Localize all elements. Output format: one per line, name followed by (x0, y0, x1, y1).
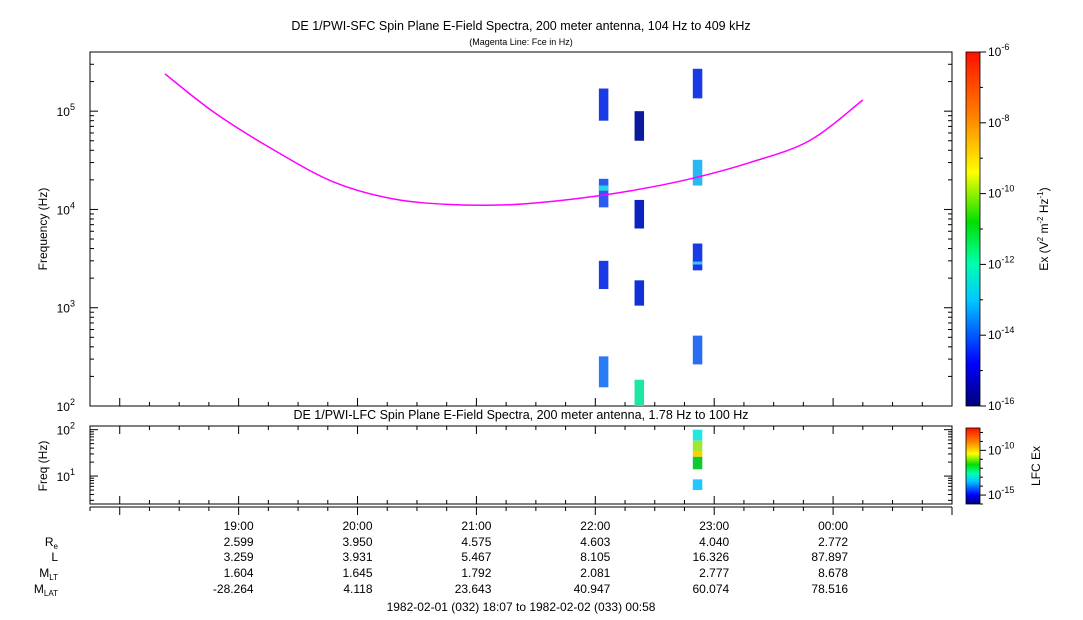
ephemeris-value: 2.081 (580, 566, 610, 580)
ephemeris-value: 2.599 (224, 535, 254, 549)
lfc-title: DE 1/PWI-LFC Spin Plane E-Field Spectra,… (293, 408, 748, 422)
spectra-cell (692, 479, 703, 491)
ephemeris-value: 78.516 (811, 582, 848, 596)
ephemeris-row-label: MLT (39, 566, 58, 582)
colorbar-tick-label: 10-10 (988, 184, 1014, 201)
time-range-label: 1982-02-01 (032) 18:07 to 1982-02-02 (03… (387, 600, 656, 614)
lfc-plot-frame (89, 425, 953, 505)
spectra-cell (692, 159, 703, 186)
colorbar-tick-label: 10-10 (988, 440, 1014, 457)
y-tick-label: 104 (57, 200, 75, 217)
spectra-cell (634, 379, 645, 406)
ephemeris-value: 40.947 (574, 582, 611, 596)
colorbar-tick-label: 10-8 (988, 113, 1009, 130)
spectra-cell (634, 111, 645, 141)
ephemeris-value: 2.772 (818, 535, 848, 549)
spectra-cell (598, 185, 609, 191)
time-tick-label: 20:00 (343, 519, 373, 533)
ephemeris-value: -28.264 (213, 582, 254, 596)
y-tick-label: 101 (57, 467, 75, 484)
sfc-subtitle: (Magenta Line: Fce in Hz) (469, 37, 573, 47)
time-tick-label: 21:00 (461, 519, 491, 533)
ephemeris-value: 5.467 (461, 550, 491, 564)
lfc-colorbar-ticks: 10-10 10-15 (980, 431, 1014, 505)
spectra-cell (634, 199, 645, 229)
ephemeris-value: 8.678 (818, 566, 848, 580)
ephemeris-value: 4.040 (699, 535, 729, 549)
spectra-cell (598, 178, 609, 208)
spectra-cell (598, 260, 609, 290)
time-tick-label: 00:00 (818, 519, 848, 533)
fce-line (164, 73, 864, 207)
colorbar-tick-label: 10-15 (988, 485, 1014, 502)
sfc-colorbar-label: Ex (V2 m-2 Hz-1) (1036, 187, 1051, 270)
ephemeris-value: 3.259 (224, 550, 254, 564)
time-tick-label: 23:00 (699, 519, 729, 533)
lfc-colorbar-label: LFC Ex (1029, 446, 1043, 486)
ephemeris-value: 4.603 (580, 535, 610, 549)
colorbar-tick-label: 10-12 (988, 254, 1014, 271)
colorbar-tick-label: 10-16 (988, 396, 1014, 413)
ephemeris-value: 87.897 (811, 550, 848, 564)
spectra-cell (598, 88, 609, 121)
ephemeris-value: 1.604 (224, 566, 254, 580)
sfc-ylabel: Frequency (Hz) (36, 188, 50, 271)
spectra-cell (692, 440, 703, 452)
y-tick-label: 102 (57, 397, 75, 414)
ephemeris-value: 23.643 (455, 582, 492, 596)
y-tick-label: 103 (57, 299, 75, 316)
ephemeris-value: 8.105 (580, 550, 610, 564)
ephemeris-value: 4.118 (343, 582, 372, 596)
sfc-spectra-cells (598, 68, 703, 406)
y-tick-label: 102 (57, 421, 75, 438)
y-tick-label: 105 (57, 102, 75, 119)
ephemeris-value: 4.575 (461, 535, 491, 549)
spectra-cell (634, 280, 645, 306)
ephemeris-value: 3.931 (342, 550, 372, 564)
ephemeris-value: 1.792 (461, 566, 491, 580)
ephemeris-row-label: Re (45, 535, 59, 551)
spectra-cell (692, 261, 703, 265)
ephemeris-table: Re 2.599 3.950 4.575 4.603 4.040 2.772 L 3.259 3.… (34, 535, 849, 598)
time-tick-label: 19:00 (224, 519, 254, 533)
ephemeris-row-label: MLAT (34, 582, 58, 598)
ephemeris-value: 16.326 (693, 550, 730, 564)
lfc-ylabel: Freq (Hz) (36, 441, 50, 492)
lfc-y-axis: 101 102 (57, 421, 952, 501)
spectra-cell (692, 456, 703, 470)
spectra-cell (598, 356, 609, 388)
sfc-plot-frame (89, 51, 953, 407)
sfc-colorbar-ticks: 10-6 10-8 10-10 10-12 10-14 10-16 (980, 42, 1014, 413)
lfc-colorbar (965, 427, 981, 505)
lfc-spectra-cells (692, 429, 703, 491)
spectra-cell (692, 429, 703, 441)
spectra-cell (692, 335, 703, 365)
ephemeris-value: 3.950 (342, 535, 372, 549)
ephemeris-value: 60.074 (693, 582, 730, 596)
time-axis: 19:00 20:00 21:00 22:00 23:00 00:00 (89, 398, 953, 533)
sfc-colorbar (965, 51, 981, 407)
sfc-y-axis: 102 103 104 105 (57, 51, 952, 414)
spectra-cell (692, 451, 703, 457)
ephemeris-value: 1.645 (342, 566, 372, 580)
ephemeris-row-label: L (51, 550, 58, 564)
colorbar-tick-label: 10-6 (988, 42, 1009, 59)
sfc-title: DE 1/PWI-SFC Spin Plane E-Field Spectra,… (291, 19, 750, 33)
spectra-cell (692, 68, 703, 99)
ephemeris-value: 2.777 (699, 566, 729, 580)
time-tick-label: 22:00 (580, 519, 610, 533)
colorbar-tick-label: 10-14 (988, 325, 1014, 342)
spectra-cell (692, 243, 703, 271)
